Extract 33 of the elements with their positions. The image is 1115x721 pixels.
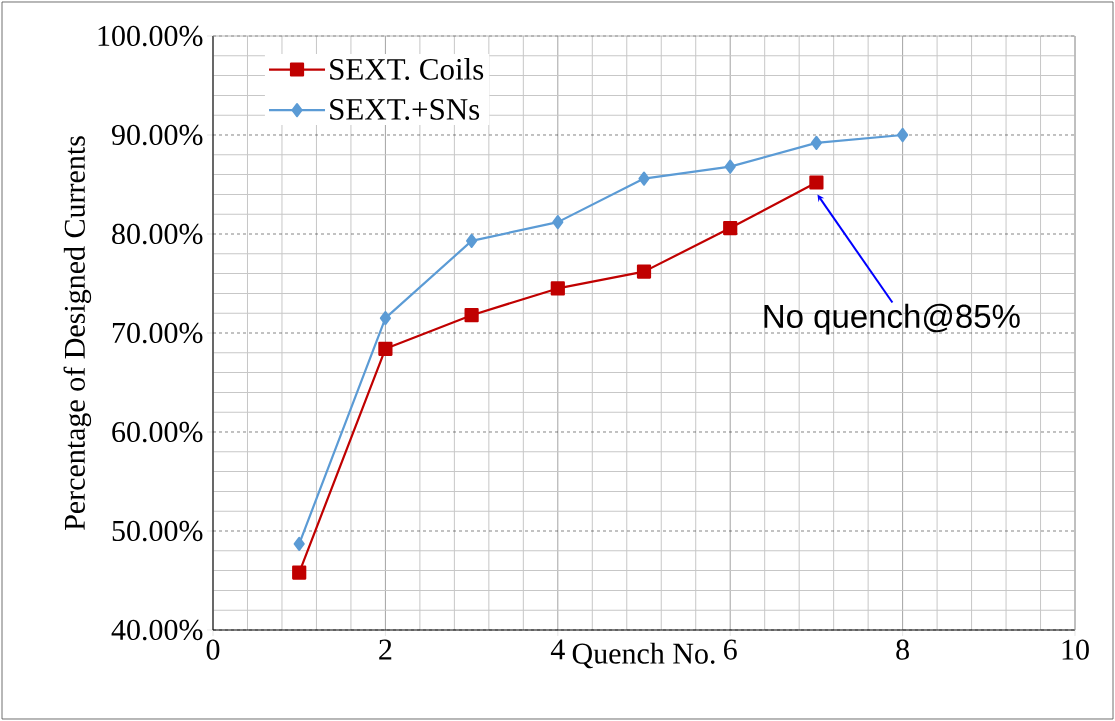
y-tick-label: 100.00% bbox=[98, 25, 203, 47]
y-tick-label: 90.00% bbox=[111, 124, 203, 146]
point bbox=[293, 536, 305, 551]
x-axis-title: Quench No. bbox=[572, 642, 715, 669]
point bbox=[466, 233, 478, 249]
x-tick-label: 2 bbox=[379, 639, 392, 660]
annotation: No quench@85% bbox=[764, 303, 1020, 335]
point bbox=[809, 175, 824, 190]
point bbox=[897, 127, 909, 143]
point bbox=[724, 159, 736, 174]
point bbox=[292, 565, 307, 580]
y-tick-label: 70.00% bbox=[112, 322, 203, 344]
y-tick-label: 50.00% bbox=[112, 520, 203, 542]
point bbox=[378, 341, 393, 356]
point bbox=[464, 308, 479, 323]
point bbox=[550, 281, 565, 296]
y-tick-label: 80.00% bbox=[112, 223, 203, 245]
x-tick-label: 8 bbox=[896, 639, 909, 660]
point bbox=[810, 135, 823, 151]
point bbox=[379, 311, 392, 326]
y-tick-label: 60.00% bbox=[112, 421, 203, 443]
point bbox=[723, 220, 738, 236]
legend-label: SEXT. Coils bbox=[330, 58, 484, 80]
point bbox=[636, 264, 652, 279]
y-tick-label: 40.00% bbox=[111, 619, 203, 641]
point bbox=[638, 171, 650, 186]
x-tick-label: 10 bbox=[1062, 639, 1089, 660]
legend-label: SEXT.+SNs bbox=[330, 99, 480, 120]
x-tick-label: 0 bbox=[206, 639, 220, 660]
x-tick-label: 6 bbox=[723, 639, 737, 660]
x-tick-label: 4 bbox=[550, 639, 565, 660]
point bbox=[552, 215, 564, 230]
y-axis-title: Percentage of Designed Currents bbox=[63, 136, 92, 530]
